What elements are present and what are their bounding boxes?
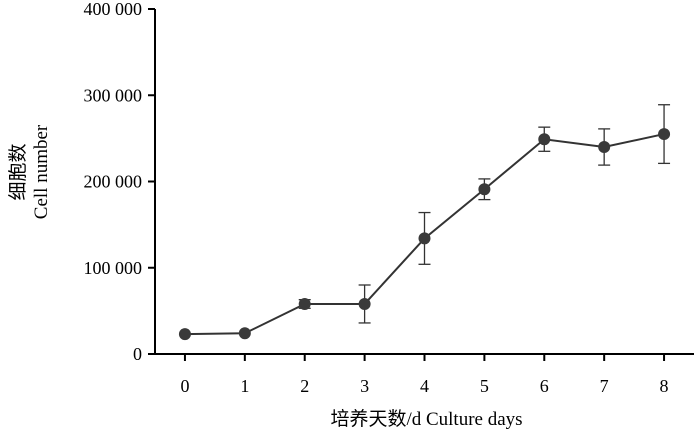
x-tick-label: 7 (600, 376, 609, 396)
y-tick-label: 0 (133, 344, 142, 364)
x-axis-title: 培养天数/d Culture days (330, 408, 522, 430)
error-bars (298, 104, 671, 324)
x-axis-ticks: 0 1 2 3 4 5 6 7 8 (180, 354, 669, 396)
data-point (538, 133, 551, 146)
data-point (178, 328, 191, 341)
x-tick-label: 0 (180, 376, 189, 396)
y-tick-label: 300 000 (84, 85, 143, 105)
x-tick-label: 1 (240, 376, 249, 396)
x-tick-label: 6 (540, 376, 549, 396)
data-point (598, 141, 611, 153)
y-axis-ticks: 0 100 000 200 000 300 000 400 000 (84, 0, 155, 364)
data-point (478, 183, 491, 196)
x-tick-label: 2 (300, 376, 309, 396)
y-axis-title-english: Cell number (31, 124, 52, 219)
data-point (658, 128, 671, 141)
data-points (178, 128, 671, 341)
data-point (418, 232, 431, 245)
data-point (298, 297, 311, 310)
data-point (358, 297, 371, 310)
x-tick-label: 3 (360, 376, 369, 396)
x-tick-label: 8 (660, 376, 669, 396)
y-tick-label: 200 000 (84, 172, 143, 192)
data-point (238, 327, 251, 340)
x-tick-label: 4 (420, 376, 429, 396)
y-tick-label: 400 000 (84, 0, 143, 19)
x-tick-label: 5 (480, 376, 489, 396)
y-axis-title-chinese: 细胞数 (7, 143, 29, 200)
y-tick-label: 100 000 (84, 258, 143, 278)
